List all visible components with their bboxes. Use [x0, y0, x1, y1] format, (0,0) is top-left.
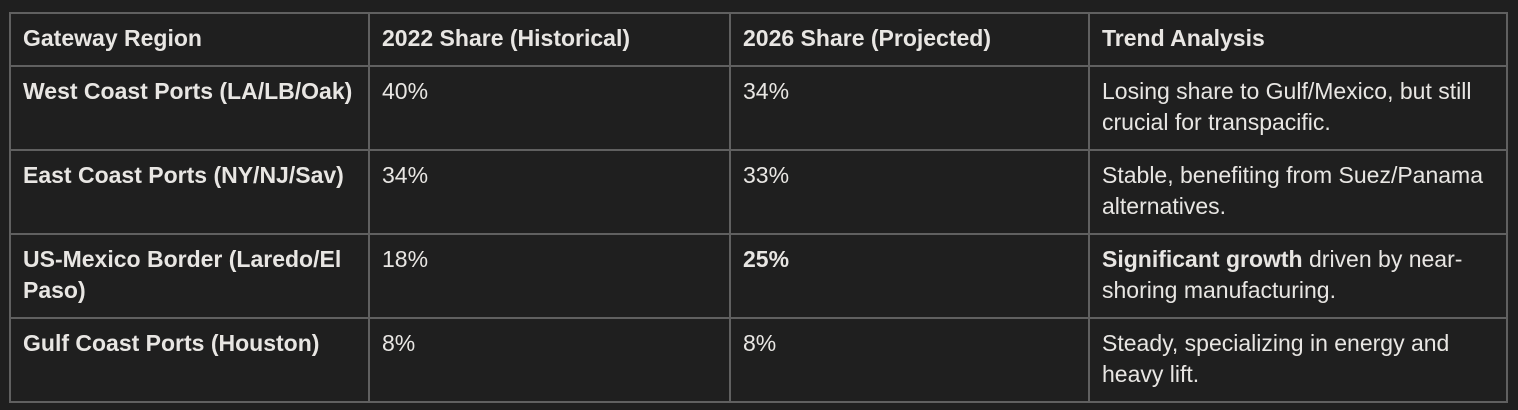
- table-row-east-coast: East Coast Ports (NY/NJ/Sav) 34% 33% Sta…: [9, 149, 1508, 236]
- trend-cell: Stable, benefiting from Suez/Panama alte…: [1088, 149, 1508, 236]
- share-2026-cell: 34%: [729, 65, 1090, 152]
- column-header-gateway-region: Gateway Region: [9, 11, 370, 68]
- trend-cell: Losing share to Gulf/Mexico, but still c…: [1088, 65, 1508, 152]
- table-row-west-coast: West Coast Ports (LA/LB/Oak) 40% 34% Los…: [9, 65, 1508, 152]
- trend-cell: Steady, specializing in energy and heavy…: [1088, 317, 1508, 404]
- share-2022-cell: 40%: [368, 65, 731, 152]
- region-cell: West Coast Ports (LA/LB/Oak): [9, 65, 370, 152]
- table-header-row: Gateway Region 2022 Share (Historical) 2…: [9, 11, 1508, 68]
- share-2022-cell: 34%: [368, 149, 731, 236]
- region-cell: Gulf Coast Ports (Houston): [9, 317, 370, 404]
- column-header-2026-share: 2026 Share (Projected): [729, 11, 1090, 68]
- gateway-share-table: Gateway Region 2022 Share (Historical) 2…: [9, 11, 1508, 404]
- trend-cell: Significant growth driven by near-shorin…: [1088, 233, 1508, 320]
- table-row-gulf-coast: Gulf Coast Ports (Houston) 8% 8% Steady,…: [9, 317, 1508, 404]
- trend-text: driven by near-shoring manufacturing.: [1102, 246, 1463, 304]
- column-header-2022-share: 2022 Share (Historical): [368, 11, 731, 68]
- share-2022-cell: 18%: [368, 233, 731, 320]
- region-cell: US-Mexico Border (Laredo/El Paso): [9, 233, 370, 320]
- share-2026-cell: 8%: [729, 317, 1090, 404]
- column-header-trend-analysis: Trend Analysis: [1088, 11, 1508, 68]
- region-cell: East Coast Ports (NY/NJ/Sav): [9, 149, 370, 236]
- share-2022-cell: 8%: [368, 317, 731, 404]
- share-2026-cell: 25%: [729, 233, 1090, 320]
- share-2026-cell: 33%: [729, 149, 1090, 236]
- trend-highlight: Significant growth: [1102, 246, 1303, 273]
- table-row-us-mexico-border: US-Mexico Border (Laredo/El Paso) 18% 25…: [9, 233, 1508, 320]
